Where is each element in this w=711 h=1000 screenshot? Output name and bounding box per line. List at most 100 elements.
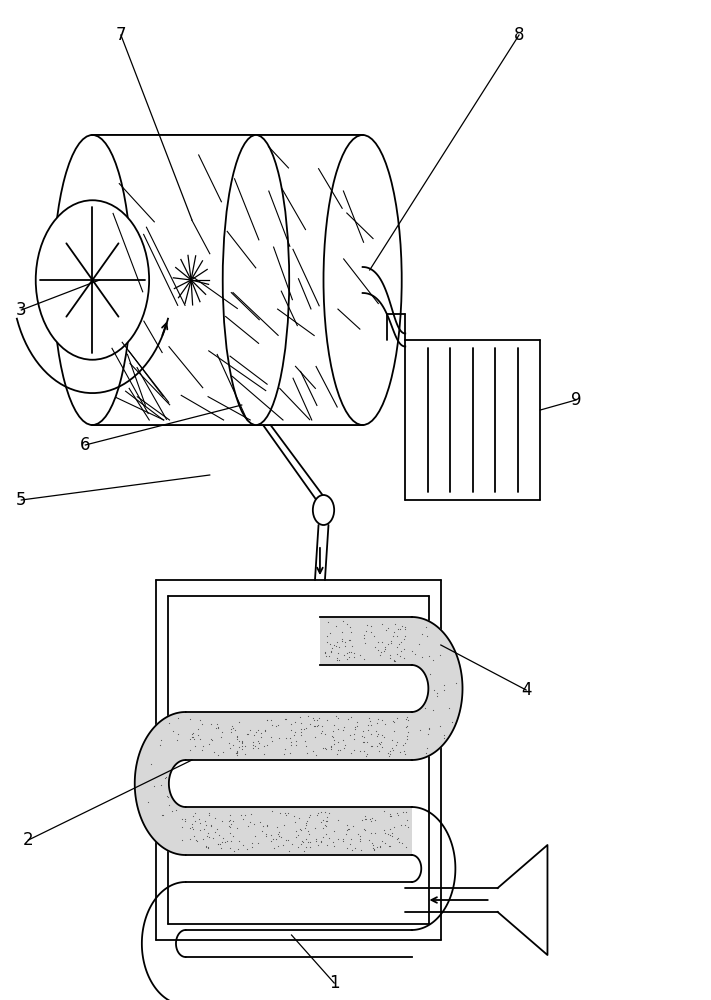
Point [270, 718, 282, 734]
Point [172, 710, 183, 726]
Point [345, 745, 356, 761]
Point [224, 807, 235, 823]
Point [333, 721, 344, 737]
Point [167, 723, 178, 739]
Point [304, 716, 316, 732]
Point [354, 831, 365, 847]
Point [290, 823, 301, 839]
Point [388, 723, 400, 739]
Point [247, 839, 258, 855]
Point [367, 840, 378, 856]
Point [260, 826, 272, 842]
Point [365, 726, 377, 742]
Point [252, 835, 264, 851]
Point [203, 829, 215, 845]
Point [343, 649, 354, 665]
Point [321, 628, 333, 644]
Point [301, 815, 312, 831]
Point [349, 719, 360, 735]
Point [274, 824, 285, 840]
Point [400, 839, 412, 855]
Point [245, 814, 256, 830]
Point [255, 814, 266, 830]
Point [367, 738, 378, 754]
Point [380, 641, 391, 657]
Point [400, 619, 411, 635]
Point [392, 831, 403, 847]
Point [318, 740, 329, 756]
Point [301, 831, 312, 847]
Point [253, 735, 264, 751]
Point [271, 819, 282, 835]
Point [375, 647, 386, 663]
Point [259, 723, 270, 739]
Point [358, 734, 370, 750]
Point [225, 819, 236, 835]
Point [380, 825, 391, 841]
Point [185, 731, 196, 747]
Text: 7: 7 [116, 26, 126, 44]
Point [279, 741, 291, 757]
Point [266, 733, 277, 749]
Point [231, 729, 242, 745]
Point [342, 651, 353, 667]
Point [347, 638, 358, 654]
Point [422, 740, 433, 756]
Point [383, 620, 394, 636]
Point [154, 737, 166, 753]
Point [358, 627, 370, 643]
Point [401, 719, 412, 735]
Point [304, 809, 315, 825]
Point [230, 745, 241, 761]
Point [439, 727, 450, 743]
Point [341, 616, 353, 632]
Point [373, 743, 385, 759]
Point [363, 832, 375, 848]
Point [236, 741, 247, 757]
Point [300, 738, 311, 754]
Point [188, 808, 199, 824]
Point [232, 820, 243, 836]
Point [289, 714, 301, 730]
Point [341, 817, 353, 833]
Point [278, 817, 289, 833]
Point [383, 748, 395, 764]
Point [211, 821, 223, 837]
Point [450, 675, 461, 691]
Point [176, 819, 187, 835]
Text: 4: 4 [521, 681, 531, 699]
Point [191, 832, 202, 848]
Point [354, 743, 365, 759]
Point [328, 729, 339, 745]
Point [337, 833, 348, 849]
Point [333, 710, 344, 726]
Point [228, 843, 240, 859]
Point [317, 829, 328, 845]
Point [351, 718, 363, 734]
Point [340, 826, 351, 842]
Point [358, 723, 369, 739]
Point [332, 645, 343, 661]
Point [198, 821, 210, 837]
Point [311, 718, 323, 734]
Point [279, 711, 291, 727]
Point [365, 738, 377, 754]
Point [376, 739, 387, 755]
Point [373, 634, 384, 650]
Point [387, 742, 399, 758]
Point [339, 634, 351, 650]
Point [261, 828, 272, 844]
Point [320, 813, 331, 829]
Point [161, 788, 173, 804]
Point [390, 737, 402, 753]
Point [203, 825, 214, 841]
Point [348, 818, 359, 834]
Point [231, 731, 242, 747]
Point [321, 712, 333, 728]
Point [410, 646, 421, 662]
Point [295, 822, 306, 838]
Point [385, 635, 396, 651]
Point [388, 652, 400, 668]
Point [341, 822, 353, 838]
Point [420, 745, 432, 761]
